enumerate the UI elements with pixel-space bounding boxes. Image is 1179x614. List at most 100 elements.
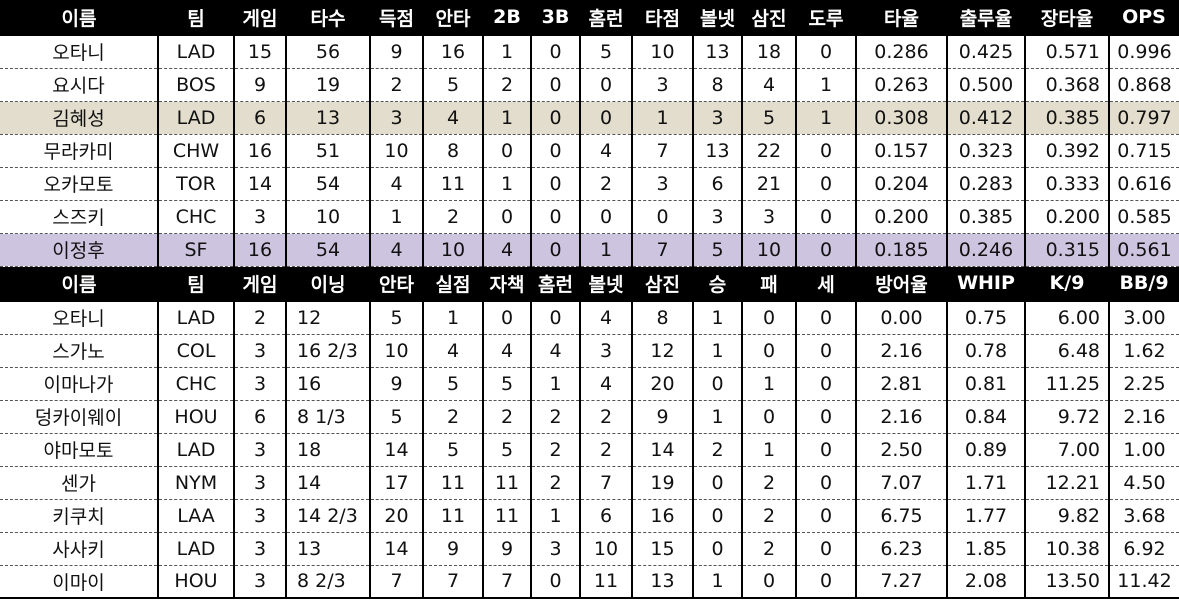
stat-cell: 0.500 [946, 68, 1025, 102]
column-header: 출루율 [947, 0, 1025, 36]
stat-cell: 3 [233, 532, 286, 566]
stat-cell: 18 [741, 35, 796, 69]
stat-cell: 5 [369, 400, 423, 434]
stat-cell: 0 [530, 35, 580, 69]
stat-cell: 16 [422, 35, 483, 69]
stat-cell: 2 [579, 167, 632, 201]
stat-cell: 12 [285, 301, 370, 335]
column-header: 이름 [0, 266, 158, 302]
player-name-cell: 키쿠치 [0, 499, 158, 533]
stat-cell: 1 [482, 35, 531, 69]
player-name-cell: 요시다 [0, 68, 158, 102]
pitching-player-row: 센가 NYM 3 14 17 11 11 2 7 19 0 2 0 7.07 1.71 12.21 4.50 [0, 466, 1179, 500]
stat-cell: 11.42 [1108, 565, 1179, 599]
team-cell: LAA [157, 499, 234, 533]
stat-cell: 11 [422, 167, 483, 201]
player-name-cell: 사사키 [0, 532, 158, 566]
player-name-cell: 이정후 [0, 233, 158, 267]
stat-cell: 0.78 [946, 334, 1025, 368]
stat-cell: 2 [741, 499, 796, 533]
stat-cell: 0 [530, 233, 580, 267]
stat-cell: 2 [422, 200, 483, 234]
stat-cell: 2 [422, 400, 483, 434]
stat-cell: 6 [579, 499, 632, 533]
stat-cell: 16 [631, 499, 693, 533]
stat-cell: 1 [692, 400, 742, 434]
stat-cell: 0.204 [855, 167, 947, 201]
stat-cell: 14 [233, 167, 286, 201]
stat-cell: 7 [631, 233, 693, 267]
stat-cell: 7 [369, 565, 423, 599]
stat-cell: 1 [795, 101, 856, 135]
team-cell: CHW [157, 134, 234, 168]
stat-cell: 6.92 [1108, 532, 1179, 566]
stat-cell: 19 [285, 68, 370, 102]
stat-cell: 11 [422, 499, 483, 533]
team-cell: COL [157, 334, 234, 368]
team-cell: LAD [157, 301, 234, 335]
stat-cell: 3 [233, 433, 286, 467]
stat-cell: 0.996 [1108, 35, 1179, 69]
stat-cell: 0.185 [855, 233, 947, 267]
stat-cell: 0 [741, 565, 796, 599]
stat-cell: 0 [741, 301, 796, 335]
stat-cell: 9.72 [1024, 400, 1109, 434]
stat-cell: 0 [530, 301, 580, 335]
team-cell: BOS [157, 68, 234, 102]
stat-cell: 1 [631, 101, 693, 135]
column-header: OPS [1109, 0, 1179, 36]
stat-cell: 13 [285, 532, 370, 566]
batting-player-row: 이정후 SF 16 54 4 10 4 0 1 7 5 10 0 0.185 0.246 0.315 0.561 [0, 233, 1179, 267]
stat-cell: 4 [482, 334, 531, 368]
stat-cell: 4 [422, 101, 483, 135]
stat-cell: 3 [692, 200, 742, 234]
stat-cell: 16 [233, 134, 286, 168]
stat-cell: 7.07 [855, 466, 947, 500]
stat-cell: 5 [741, 101, 796, 135]
stat-cell: 2 [530, 400, 580, 434]
stat-cell: 0 [795, 233, 856, 267]
stat-cell: 3 [233, 200, 286, 234]
stat-cell: 11 [482, 466, 531, 500]
stat-cell: 12 [631, 334, 693, 368]
stat-cell: 3 [741, 200, 796, 234]
stat-cell: 0.412 [946, 101, 1025, 135]
stat-cell: 18 [285, 433, 370, 467]
player-name-cell: 오타니 [0, 35, 158, 69]
column-header: 타점 [632, 0, 693, 36]
stat-cell: 1 [530, 367, 580, 401]
column-header: 장타율 [1025, 0, 1109, 36]
stat-cell: 4 [579, 367, 632, 401]
stat-cell: 0 [530, 134, 580, 168]
stat-cell: 8 1/3 [285, 400, 370, 434]
stat-cell: 4.50 [1108, 466, 1179, 500]
stat-cell: 0.200 [1024, 200, 1109, 234]
stat-cell: 3 [369, 101, 423, 135]
stat-cell: 0.263 [855, 68, 947, 102]
stat-cell: 0 [795, 167, 856, 201]
team-cell: HOU [157, 565, 234, 599]
column-header: 타율 [856, 0, 947, 36]
stat-cell: 1 [482, 101, 531, 135]
stat-cell: 9 [631, 400, 693, 434]
stat-cell: 7 [482, 565, 531, 599]
pitching-player-row: 사사키 LAD 3 13 14 9 9 3 10 15 0 2 0 6.23 1.85 10.38 6.92 [0, 532, 1179, 566]
stats-table: 이름 팀 게임 타수 득점 안타 2B 3B 홈런 타점 볼넷 삼진 도루 타율 출루율 장타율 OPS 오타니 L… [0, 0, 1179, 599]
stat-cell: 3 [631, 68, 693, 102]
team-cell: LAD [157, 35, 234, 69]
stat-cell: 0 [795, 400, 856, 434]
column-header: 타수 [286, 0, 370, 36]
stat-cell: 3 [233, 499, 286, 533]
stat-cell: 0.392 [1024, 134, 1109, 168]
player-name-cell: 이마이 [0, 565, 158, 599]
stat-cell: 19 [631, 466, 693, 500]
stat-cell: 2 [579, 400, 632, 434]
stat-cell: 0.797 [1108, 101, 1179, 135]
stat-cell: 14 [369, 433, 423, 467]
stat-cell: 7 [422, 565, 483, 599]
stat-cell: 10 [579, 532, 632, 566]
column-header: 안타 [423, 0, 483, 36]
stat-cell: 2 [233, 301, 286, 335]
team-cell: CHC [157, 367, 234, 401]
stat-cell: 0 [795, 466, 856, 500]
